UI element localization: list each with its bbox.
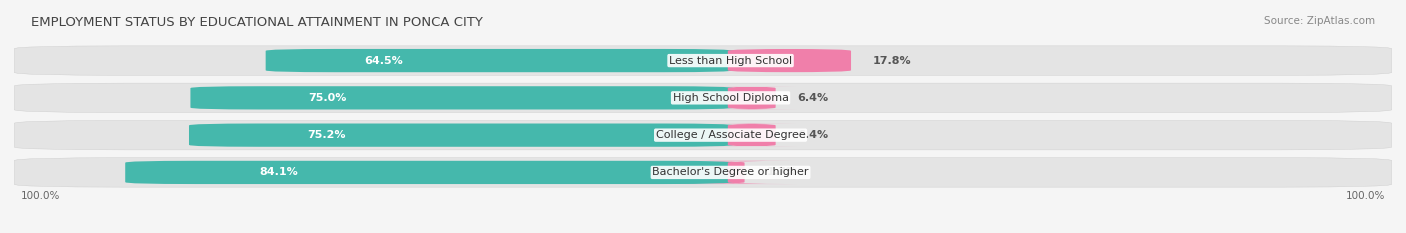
Text: 17.8%: 17.8% [873,56,911,65]
Text: 1.7%: 1.7% [766,168,797,177]
FancyBboxPatch shape [188,123,734,147]
FancyBboxPatch shape [14,83,1392,113]
Text: 100.0%: 100.0% [1346,191,1385,201]
FancyBboxPatch shape [190,86,734,110]
Text: 75.0%: 75.0% [308,93,347,103]
Text: College / Associate Degree: College / Associate Degree [655,130,806,140]
FancyBboxPatch shape [14,46,1392,75]
Text: 75.2%: 75.2% [307,130,346,140]
FancyBboxPatch shape [266,49,734,72]
FancyBboxPatch shape [14,120,1392,150]
FancyBboxPatch shape [125,161,734,184]
FancyBboxPatch shape [676,161,797,184]
FancyBboxPatch shape [14,158,1392,187]
FancyBboxPatch shape [728,49,851,72]
Text: High School Diploma: High School Diploma [672,93,789,103]
Text: 64.5%: 64.5% [364,56,404,65]
Text: EMPLOYMENT STATUS BY EDUCATIONAL ATTAINMENT IN PONCA CITY: EMPLOYMENT STATUS BY EDUCATIONAL ATTAINM… [31,16,482,29]
FancyBboxPatch shape [707,123,797,147]
Text: 6.4%: 6.4% [797,130,828,140]
Text: 84.1%: 84.1% [259,168,298,177]
FancyBboxPatch shape [707,86,797,110]
Text: Bachelor's Degree or higher: Bachelor's Degree or higher [652,168,808,177]
Text: 6.4%: 6.4% [797,93,828,103]
Text: Source: ZipAtlas.com: Source: ZipAtlas.com [1264,16,1375,26]
Text: 100.0%: 100.0% [21,191,60,201]
Text: Less than High School: Less than High School [669,56,792,65]
